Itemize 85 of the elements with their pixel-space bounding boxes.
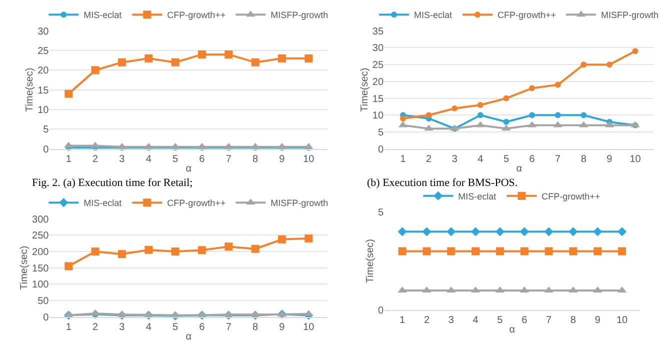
y-tick-label: 10 xyxy=(38,105,50,116)
y-tick-label: 300 xyxy=(32,214,50,226)
x-tick-label: 3 xyxy=(119,154,126,165)
legend-label: CFP-growth++ xyxy=(542,191,600,202)
y-tick-label: 0 xyxy=(378,306,384,317)
x-tick-label: 10 xyxy=(616,315,628,326)
legend-label: CFP-growth++ xyxy=(498,10,556,20)
x-axis-title: α xyxy=(509,324,516,336)
x-tick-label: 10 xyxy=(303,154,315,165)
legend-label: CFP-growth++ xyxy=(167,198,226,208)
y-tick-label: 250 xyxy=(32,230,50,242)
caption: Fig. 2. (a) Execution time for Retail; xyxy=(32,177,193,189)
x-tick-label: 5 xyxy=(497,315,504,326)
y-tick-label: 10 xyxy=(372,110,384,122)
x-tick-label: 5 xyxy=(503,154,510,165)
legend-label: MISFP-growth xyxy=(270,198,328,208)
y-tick-label: 25 xyxy=(38,46,50,58)
y-axis-title: Time(sec) xyxy=(364,239,376,284)
x-axis-title: α xyxy=(186,331,192,342)
x-tick-label: 1 xyxy=(400,315,406,326)
y-axis-title: Time(sec) xyxy=(24,68,36,112)
x-tick-label: 4 xyxy=(478,154,484,165)
x-tick-label: 1 xyxy=(66,154,72,165)
legend-label: MIS-eclat xyxy=(458,191,497,202)
x-tick-label: 6 xyxy=(522,315,528,326)
x-tick-label: 5 xyxy=(172,322,179,333)
y-tick-label: 5 xyxy=(378,208,384,219)
x-tick-label: 8 xyxy=(252,154,259,165)
x-tick-label: 1 xyxy=(66,322,72,333)
y-tick-label: 30 xyxy=(38,26,50,38)
x-tick-label: 7 xyxy=(546,315,552,326)
x-tick-label: 3 xyxy=(448,315,454,326)
y-tick-label: 200 xyxy=(32,246,50,258)
y-tick-label: 0 xyxy=(378,144,384,156)
x-tick-label: 6 xyxy=(199,322,206,333)
y-tick-label: 100 xyxy=(32,280,50,291)
y-tick-label: 5 xyxy=(378,127,384,138)
x-tick-label: 9 xyxy=(606,154,613,165)
y-tick-label: 15 xyxy=(372,94,384,105)
legend-label: MIS-eclat xyxy=(84,198,122,208)
y-tick-label: 20 xyxy=(372,76,384,88)
x-tick-label: 5 xyxy=(172,154,179,165)
legend-label: CFP-growth++ xyxy=(167,10,226,20)
x-tick-label: 8 xyxy=(570,315,576,326)
y-tick-label: 150 xyxy=(32,263,50,274)
x-axis-title: α xyxy=(186,163,192,174)
x-axis-title: α xyxy=(516,163,522,174)
legend-label: MIS-eclat xyxy=(84,10,122,20)
y-axis-title: Time(sec) xyxy=(19,246,30,290)
text: (b) Execution time for BMS-POS. xyxy=(367,177,518,189)
x-tick-label: 4 xyxy=(146,154,152,165)
y-axis-title: Time(sec) xyxy=(359,68,370,112)
x-tick-label: 10 xyxy=(630,154,642,165)
legend-label: MISFP-growth xyxy=(270,10,328,20)
x-tick-label: 2 xyxy=(92,322,99,333)
x-tick-label: 2 xyxy=(424,315,430,326)
x-tick-label: 8 xyxy=(580,154,587,165)
y-tick-label: 35 xyxy=(372,26,384,38)
x-tick-label: 8 xyxy=(252,322,259,333)
x-tick-label: 7 xyxy=(226,154,232,165)
y-tick-label: 30 xyxy=(372,43,384,54)
y-tick-label: 25 xyxy=(372,60,384,72)
x-tick-label: 9 xyxy=(279,322,286,333)
y-tick-label: 5 xyxy=(43,124,50,136)
legend-label: MISFP-growth xyxy=(601,10,659,20)
legend-label: MIS-eclat xyxy=(414,10,453,20)
x-tick-label: 9 xyxy=(594,315,601,326)
y-tick-label: 0 xyxy=(43,144,50,156)
x-tick-label: 6 xyxy=(529,154,536,165)
x-tick-label: 6 xyxy=(199,154,206,165)
y-tick-label: 20 xyxy=(38,66,50,77)
x-tick-label: 1 xyxy=(400,154,406,165)
y-tick-label: 15 xyxy=(38,85,50,96)
y-tick-label: 50 xyxy=(38,296,50,307)
x-tick-label: 4 xyxy=(146,322,152,333)
x-tick-label: 10 xyxy=(303,322,315,333)
x-tick-label: 3 xyxy=(119,322,126,333)
x-tick-label: 2 xyxy=(92,154,99,165)
x-tick-label: 7 xyxy=(555,154,562,165)
y-tick-label: 0 xyxy=(43,312,50,324)
x-tick-label: 4 xyxy=(472,315,479,326)
x-tick-label: 7 xyxy=(226,322,232,333)
x-tick-label: 2 xyxy=(426,154,432,165)
x-tick-label: 3 xyxy=(452,154,458,165)
x-tick-label: 9 xyxy=(279,154,286,165)
